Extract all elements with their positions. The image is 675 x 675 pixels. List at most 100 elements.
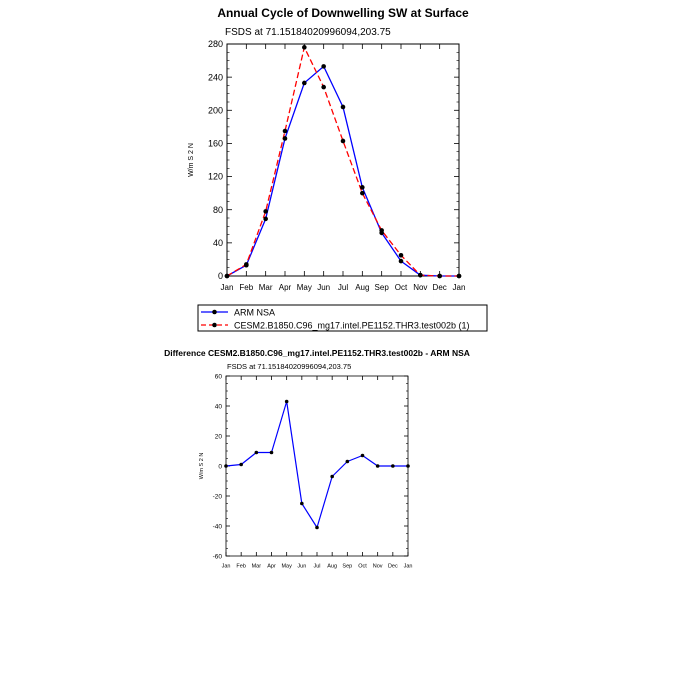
x-tick-label: Dec: [433, 283, 447, 292]
data-point: [418, 272, 423, 278]
chart1-title: Annual Cycle of Downwelling SW at Surfac…: [217, 6, 469, 20]
y-tick-label: 40: [213, 238, 223, 248]
data-point: [315, 525, 319, 530]
data-point: [375, 464, 380, 468]
chart1-y-axis-label: W/m S 2 N: [188, 143, 195, 177]
x-tick-label: Jul: [338, 283, 348, 292]
data-point: [398, 258, 404, 264]
x-tick-label: Jun: [317, 283, 330, 292]
x-tick-label: Jan: [404, 564, 413, 570]
x-tick-label: Feb: [236, 564, 245, 570]
y-tick-label: 60: [215, 373, 223, 380]
chart1-x-tick-labels: Jan Feb Mar Apr May Jun Jul Aug Sep Oct Nov Dec Jan: [221, 283, 466, 292]
data-point: [263, 209, 268, 214]
data-point: [360, 185, 365, 190]
data-point: [254, 450, 259, 455]
data-point: [282, 128, 288, 134]
y-tick-label: 20: [215, 433, 223, 440]
legend-label-cesm2: CESM2.B1850.C96_mg17.intel.PE1152.THR3.t…: [234, 321, 469, 331]
chart2-series: [224, 399, 410, 530]
x-tick-label: Jul: [313, 564, 320, 570]
difference-chart: Difference CESM2.B1850.C96_mg17.intel.PE…: [164, 348, 470, 570]
chart1-subtitle: FSDS at 71.15184020996094,203.75: [225, 27, 391, 38]
data-point: [269, 450, 274, 455]
y-tick-label: 280: [208, 39, 223, 49]
legend-marker-cesm2: [212, 322, 217, 328]
y-tick-label: 160: [208, 139, 223, 149]
y-tick-label: 120: [208, 172, 223, 182]
x-tick-label: Jan: [222, 564, 231, 570]
data-point: [224, 273, 230, 279]
data-point: [321, 64, 326, 69]
y-tick-label: -40: [213, 523, 223, 530]
data-point: [456, 273, 462, 279]
chart1-ticks: [226, 43, 460, 277]
x-tick-label: Dec: [388, 564, 398, 570]
x-tick-label: Oct: [358, 564, 367, 570]
x-tick-label: Jan: [453, 283, 466, 292]
x-tick-label: Aug: [327, 564, 337, 570]
y-tick-label: 0: [218, 271, 223, 281]
series-line-0: [226, 65, 459, 277]
data-point: [340, 104, 346, 110]
x-tick-label: Jan: [221, 283, 234, 292]
data-point: [224, 464, 228, 468]
data-point: [379, 228, 384, 233]
data-point: [263, 216, 268, 222]
x-tick-label: Oct: [395, 283, 408, 292]
x-tick-label: Sep: [342, 564, 352, 570]
x-tick-label: Nov: [373, 564, 383, 570]
y-tick-label: 40: [215, 403, 223, 410]
y-tick-label: 0: [218, 463, 222, 470]
y-tick-label: 240: [208, 72, 223, 82]
data-point: [340, 138, 346, 144]
data-point: [300, 501, 304, 506]
x-tick-label: Nov: [413, 283, 427, 292]
y-tick-label: -20: [213, 493, 223, 500]
series-line-1: [226, 46, 459, 277]
data-point: [437, 273, 442, 279]
x-tick-label: May: [281, 564, 292, 570]
data-point: [330, 474, 334, 479]
chart2-x-tick-labels: Jan Feb Mar Apr May Jun Jul Aug Sep Oct Nov Dec Jan: [222, 564, 413, 570]
chart2-subtitle: FSDS at 71.15184020996094,203.75: [227, 362, 351, 371]
y-tick-label: -60: [213, 553, 223, 560]
x-tick-label: Feb: [239, 283, 253, 292]
chart1-plot-frame: [226, 43, 460, 277]
chart2-y-axis-label: W/m S 2 N: [199, 453, 205, 480]
data-point: [360, 190, 365, 196]
data-point: [239, 462, 243, 467]
data-point: [391, 464, 395, 468]
x-tick-label: Aug: [355, 283, 369, 292]
x-tick-label: Apr: [267, 564, 276, 570]
x-tick-label: May: [297, 283, 312, 292]
data-point: [302, 80, 307, 86]
chart1-y-tick-labels: 0 40 80 120 160 200 240 280: [208, 39, 223, 281]
x-tick-label: Apr: [279, 283, 292, 292]
data-point: [302, 45, 307, 50]
x-tick-label: Mar: [252, 564, 262, 570]
chart2-y-tick-labels: -60 -40 -20 0 20 40 60: [213, 373, 223, 560]
data-point: [321, 84, 326, 90]
data-point: [284, 399, 289, 404]
legend-marker-arm-nsa: [212, 309, 217, 315]
legend-label-arm-nsa: ARM NSA: [234, 308, 275, 318]
data-point: [406, 464, 410, 468]
y-tick-label: 200: [208, 105, 223, 115]
x-tick-label: Sep: [375, 283, 390, 292]
data-point: [244, 262, 249, 267]
data-point: [282, 136, 288, 141]
data-point: [360, 453, 365, 458]
x-tick-label: Mar: [259, 283, 273, 292]
annual-cycle-chart: Annual Cycle of Downwelling SW at Surfac…: [188, 6, 488, 332]
chart1-legend: ARM NSA CESM2.B1850.C96_mg17.intel.PE115…: [197, 304, 488, 332]
chart2-title: Difference CESM2.B1850.C96_mg17.intel.PE…: [164, 348, 470, 358]
series-line-0: [225, 400, 408, 529]
data-point: [345, 459, 350, 464]
legend-box: [197, 304, 488, 332]
y-tick-label: 80: [213, 205, 223, 215]
data-point: [398, 252, 404, 258]
x-tick-label: Jun: [297, 564, 306, 570]
chart1-series: [224, 45, 462, 279]
